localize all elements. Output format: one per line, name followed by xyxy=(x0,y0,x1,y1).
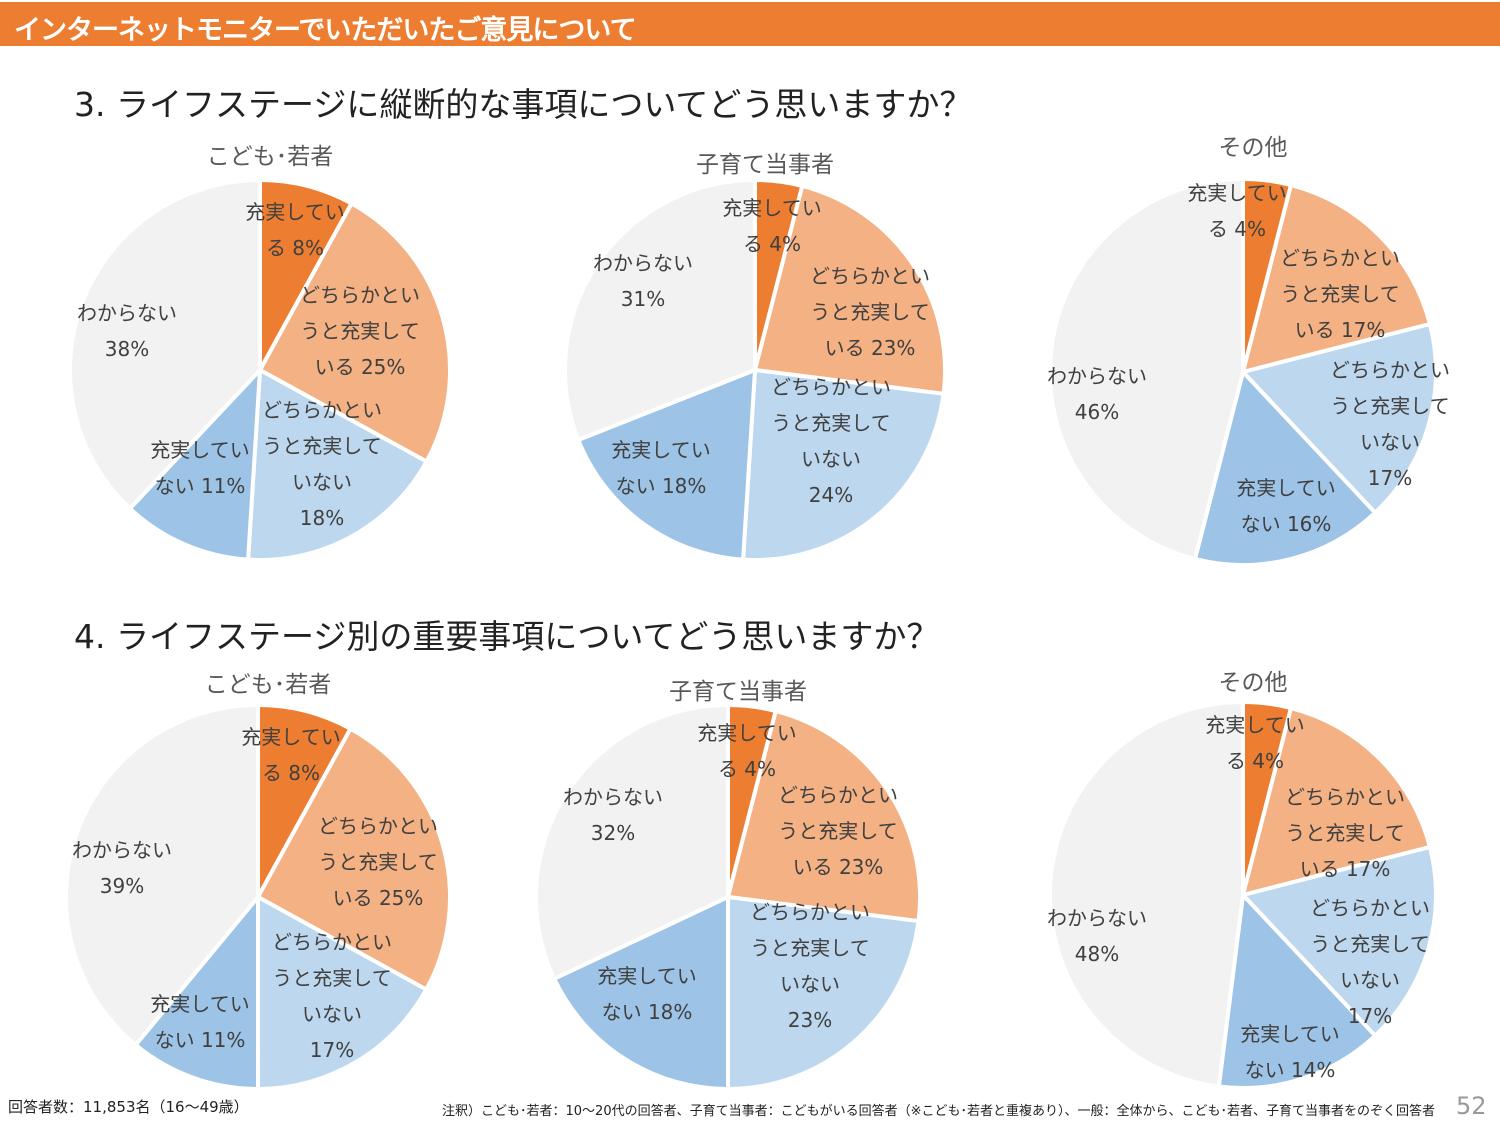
data-label-not-fulfilled: 充実していない 18% xyxy=(611,438,710,498)
pie-slice-not-fulfilled xyxy=(127,364,263,562)
data-label-somewhat-fulfilled: どちらかというと充実している 17% xyxy=(1280,246,1400,342)
page-number: 52 xyxy=(1456,1092,1487,1120)
pie-slice-somewhat-fulfilled xyxy=(257,200,452,465)
footnote: 注釈）こども･若者：10～20代の回答者、子育て当事者：こどもがいる回答者（※こ… xyxy=(442,1104,1435,1119)
data-label-fulfilled: 充実している 4% xyxy=(1205,713,1304,773)
pie-slice-not-fulfilled xyxy=(1192,367,1378,567)
data-label-somewhat-fulfilled: どちらかというと充実している 25% xyxy=(300,283,420,379)
header-banner: インターネットモニターでいただいたご意見について xyxy=(0,2,1500,46)
pie-slice-somewhat-not-fulfilled xyxy=(256,893,429,1092)
question-4-title: 4. ライフステージ別の重要事項についてどう思いますか？ xyxy=(74,617,940,656)
pie-slice-not-fulfilled xyxy=(1216,890,1378,1090)
data-label-dont-know: わからない 32% xyxy=(563,785,663,845)
data-label-somewhat-not-fulfilled: どちらかというと充実していない 24% xyxy=(771,375,891,507)
data-label-fulfilled: 充実している 4% xyxy=(1187,181,1286,241)
data-label-somewhat-not-fulfilled: どちらかというと充実していない 18% xyxy=(262,398,382,530)
pie-slice-dont-know xyxy=(1048,176,1245,562)
chart-title: その他 xyxy=(1219,670,1288,696)
data-label-somewhat-fulfilled: どちらかというと充実している 17% xyxy=(1285,785,1405,881)
pie-slice-dont-know xyxy=(64,702,260,1048)
chart-title: こども･若者 xyxy=(205,672,332,698)
pie-slice-dont-know xyxy=(534,702,730,982)
pie-slice-somewhat-not-fulfilled xyxy=(740,367,946,562)
data-label-dont-know: わからない 31% xyxy=(593,251,693,311)
data-label-fulfilled: 充実している 8% xyxy=(245,200,344,260)
pie-slice-not-fulfilled xyxy=(575,366,758,562)
pie-slice-dont-know xyxy=(1048,699,1245,1089)
data-label-not-fulfilled: 充実していない 16% xyxy=(1236,476,1335,536)
pie-slice-not-fulfilled xyxy=(551,893,730,1092)
pie-slice-somewhat-not-fulfilled xyxy=(245,366,430,562)
header-title: インターネットモニターでいただいたご意見について xyxy=(14,15,637,46)
data-label-somewhat-fulfilled: どちらかというと充実している 23% xyxy=(810,264,930,360)
pie-slice-dont-know xyxy=(563,177,757,443)
data-label-somewhat-not-fulfilled: どちらかというと充実していない 17% xyxy=(1330,358,1450,490)
pie-slice-dont-know xyxy=(68,177,262,512)
chart-title: その他 xyxy=(1219,135,1288,161)
data-label-fulfilled: 充実している 8% xyxy=(241,725,340,785)
data-label-fulfilled: 充実している 4% xyxy=(722,196,821,256)
data-label-somewhat-not-fulfilled: どちらかというと充実していない 17% xyxy=(272,930,392,1062)
pie-slice-somewhat-fulfilled xyxy=(752,183,947,397)
data-label-not-fulfilled: 充実していない 11% xyxy=(150,992,249,1052)
data-label-somewhat-fulfilled: どちらかというと充実している 23% xyxy=(778,783,898,879)
pie-slice-somewhat-fulfilled xyxy=(1240,705,1433,898)
data-label-somewhat-not-fulfilled: どちらかというと充実していない 23% xyxy=(750,900,870,1032)
pie-slice-somewhat-fulfilled xyxy=(725,708,922,924)
data-label-dont-know: わからない 38% xyxy=(77,301,177,361)
pie-slice-somewhat-fulfilled xyxy=(1240,182,1433,375)
pie-slice-somewhat-not-fulfilled xyxy=(1239,844,1438,1039)
question-3-title: 3. ライフステージに縦断的な事項についてどう思いますか？ xyxy=(74,85,973,124)
pie-slice-somewhat-fulfilled xyxy=(255,726,452,993)
pie-slice-somewhat-not-fulfilled xyxy=(726,894,921,1092)
data-label-not-fulfilled: 充実していない 11% xyxy=(150,438,249,498)
data-label-dont-know: わからない 48% xyxy=(1047,906,1147,966)
chart-title: 子育て当事者 xyxy=(696,152,834,178)
chart-title: こども･若者 xyxy=(207,144,334,170)
data-label-somewhat-not-fulfilled: どちらかというと充実していない 17% xyxy=(1310,896,1430,1028)
pie-slice-not-fulfilled xyxy=(132,891,260,1092)
chart-title: 子育て当事者 xyxy=(669,679,807,705)
data-label-dont-know: わからない 39% xyxy=(72,838,172,898)
data-label-not-fulfilled: 充実していない 18% xyxy=(597,964,696,1024)
respondent-count: 回答者数：11,853名（16〜49歳） xyxy=(8,1098,249,1116)
data-label-not-fulfilled: 充実していない 14% xyxy=(1240,1022,1339,1082)
pie-slice-somewhat-not-fulfilled xyxy=(1239,321,1438,516)
data-label-somewhat-fulfilled: どちらかというと充実している 25% xyxy=(318,814,438,910)
data-label-fulfilled: 充実している 4% xyxy=(697,721,796,781)
data-label-dont-know: わからない 46% xyxy=(1047,364,1147,424)
